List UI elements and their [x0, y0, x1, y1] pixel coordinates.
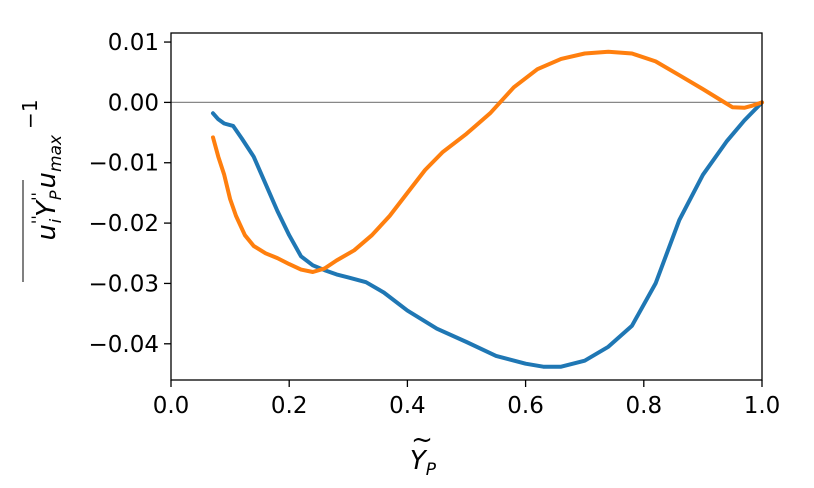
y-label-y: Y: [32, 199, 62, 217]
y-label-u2: u: [32, 172, 62, 188]
y-tick-label: 0.00: [108, 90, 159, 116]
y-label-sup3: −1: [18, 99, 42, 128]
x-label-base: Y: [410, 446, 428, 476]
y-label-sub1: i: [46, 218, 65, 223]
y-label-sub3: max: [46, 134, 66, 172]
x-tick-label: 0.2: [271, 393, 308, 419]
svg-text:YP: YP: [410, 446, 437, 480]
y-axis-label: u''iY''Pumax−1: [18, 99, 66, 282]
svg-text:u''iY''Pumax−1: u''iY''Pumax−1: [18, 99, 66, 240]
x-tick-label: 0.4: [389, 393, 426, 419]
x-axis: 0.0 0.2 0.4 0.6 0.8 1.0: [153, 380, 781, 419]
x-tick-label: 1.0: [744, 393, 781, 419]
series-layer: [211, 49, 764, 369]
y-label-sup2: '': [28, 192, 47, 201]
y-label-sub2: P: [46, 190, 65, 200]
x-label-sub: P: [426, 460, 437, 480]
series-line-2: [211, 49, 764, 274]
y-tick-label: −0.04: [89, 332, 159, 358]
plot-frame: [170, 32, 763, 381]
x-tick-label: 0.0: [153, 393, 190, 419]
y-label-u: u: [32, 224, 62, 240]
y-tick-label: −0.01: [89, 151, 159, 177]
y-tick-label: −0.03: [89, 271, 159, 297]
series-line-1: [211, 100, 764, 369]
y-tick-label: 0.01: [108, 30, 159, 56]
y-label-sup1: '': [28, 215, 47, 224]
x-axis-label: ~ YP: [410, 425, 437, 480]
x-tick-label: 0.6: [507, 393, 544, 419]
y-axis: 0.01 0.00 −0.01 −0.02 −0.03 −0.04: [89, 30, 171, 358]
svg-text:~: ~: [411, 425, 433, 455]
x-tick-label: 0.8: [626, 393, 663, 419]
y-tick-label: −0.02: [89, 211, 159, 237]
